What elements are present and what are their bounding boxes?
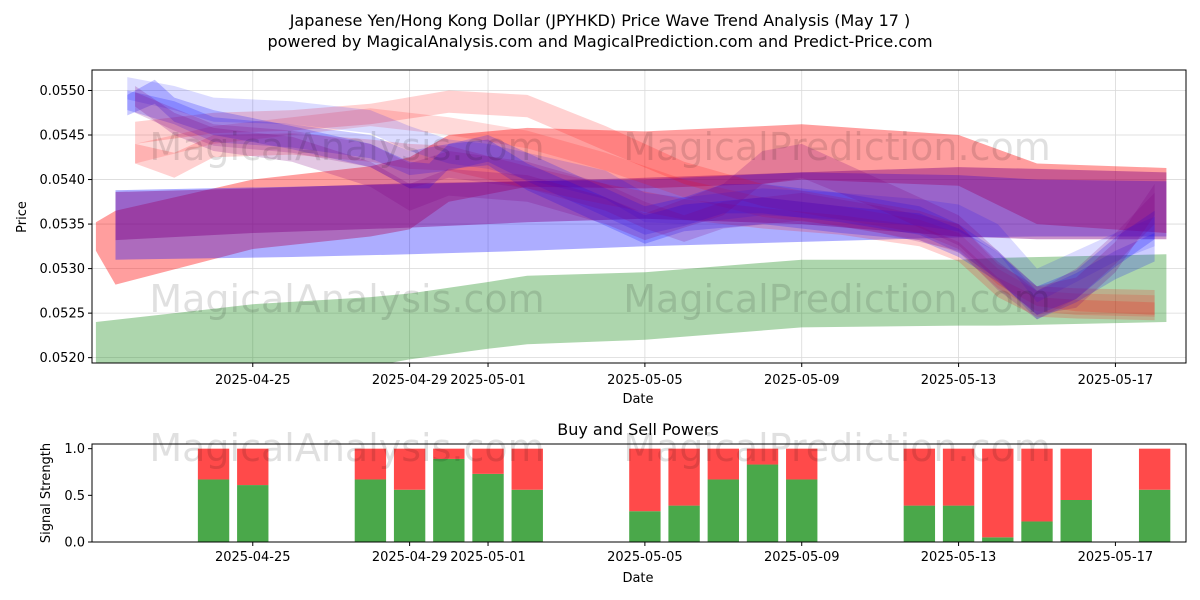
- buy-bar: [903, 505, 936, 542]
- y-tick-label: 0.5: [64, 489, 85, 504]
- buy-bar: [746, 464, 779, 542]
- wave-band-10: [127, 79, 1155, 315]
- buy-bar: [433, 458, 465, 542]
- sell-bar: [197, 448, 230, 480]
- wave-band-11: [135, 92, 1155, 320]
- watermark: MagicalAnalysis.com: [149, 277, 544, 321]
- sell-bar: [354, 448, 387, 480]
- y-tick-label: 0.0520: [40, 351, 86, 366]
- buy-sell-title: Buy and Sell Powers: [557, 420, 719, 439]
- wave-band-8: [127, 77, 1155, 303]
- sell-bar: [982, 448, 1014, 538]
- price-chart-y-axis: 0.0520 0.0525 0.0530 0.0535 0.0540 0.0545 0.05…: [40, 84, 92, 366]
- x-tick-label: 2025-05-05: [607, 373, 683, 388]
- buy-bar: [197, 479, 230, 542]
- x-tick-label: 2025-04-25: [215, 373, 291, 388]
- price-wave-bands: [95, 77, 1167, 363]
- buy-bar: [237, 485, 269, 542]
- buy-sell-ylabel: Signal Strength: [39, 443, 54, 543]
- x-tick-label: 2025-05-01: [450, 373, 526, 388]
- y-tick-label: 0.0550: [40, 84, 86, 99]
- sell-bar: [746, 448, 779, 465]
- buy-bar: [786, 479, 818, 542]
- price-chart-frame: [91, 69, 1187, 364]
- price-chart-x-axis: 2025-04-25 2025-04-29 2025-05-01 2025-05-05…: [215, 363, 1153, 388]
- x-tick-label: 2025-05-09: [764, 550, 840, 565]
- chart-title: Japanese Yen/Hong Kong Dollar (JPYHKD) P…: [289, 11, 911, 30]
- buy-sell-xlabel: Date: [622, 571, 653, 586]
- sell-bar: [1060, 448, 1092, 500]
- x-tick-label: 2025-05-01: [450, 550, 526, 565]
- watermark: MagicalPrediction.com: [623, 125, 1051, 169]
- price-chart-xlabel: Date: [622, 392, 653, 407]
- y-tick-label: 0.0545: [40, 129, 86, 144]
- wave-band-9: [127, 90, 1155, 320]
- buy-sell-chart: Buy and Sell Powers MagicalAnalysis.com …: [39, 420, 1187, 586]
- sell-bar: [942, 448, 975, 506]
- buy-bar: [472, 473, 504, 542]
- wave-band-1: [95, 254, 1167, 363]
- x-tick-label: 2025-05-17: [1078, 373, 1154, 388]
- buy-sell-y-axis: 0.0 0.5 1.0: [64, 442, 92, 551]
- watermark: MagicalAnalysis.com: [149, 125, 544, 169]
- x-tick-label: 2025-05-17: [1078, 550, 1154, 565]
- wave-band-6: [135, 108, 1155, 317]
- sell-bar: [786, 448, 818, 480]
- sell-bar: [629, 448, 661, 512]
- sell-bar: [707, 448, 739, 480]
- sell-bar: [1021, 448, 1053, 522]
- buy-bar: [982, 537, 1014, 542]
- watermark: MagicalPrediction.com: [623, 426, 1051, 470]
- sell-bar: [511, 448, 543, 490]
- buy-sell-bars: [197, 448, 1171, 542]
- buy-sell-x-axis: 2025-04-25 2025-04-29 2025-05-01 2025-05-05…: [215, 542, 1153, 565]
- price-chart-watermarks: MagicalAnalysis.com MagicalPrediction.co…: [149, 125, 1050, 321]
- buy-bar: [354, 479, 387, 542]
- buy-bar: [707, 479, 739, 542]
- sell-bar: [237, 448, 269, 486]
- y-tick-label: 1.0: [64, 442, 85, 457]
- x-tick-label: 2025-04-29: [372, 373, 448, 388]
- buy-bar: [1060, 500, 1092, 542]
- x-tick-label: 2025-05-09: [764, 373, 840, 388]
- buy-bar: [942, 505, 975, 542]
- buy-sell-frame: [91, 443, 1187, 543]
- buy-bar: [1021, 521, 1053, 542]
- sell-bar: [472, 448, 504, 474]
- y-tick-label: 0.0525: [40, 307, 86, 322]
- x-tick-label: 2025-05-05: [607, 550, 683, 565]
- y-tick-label: 0.0: [64, 536, 85, 551]
- x-tick-label: 2025-05-13: [921, 373, 997, 388]
- x-tick-label: 2025-04-29: [372, 550, 448, 565]
- wave-band-3: [115, 172, 1167, 260]
- buy-bar: [511, 489, 543, 542]
- y-tick-label: 0.0535: [40, 218, 86, 233]
- buy-sell-watermarks: MagicalAnalysis.com MagicalPrediction.co…: [149, 426, 1050, 470]
- y-tick-label: 0.0530: [40, 262, 86, 277]
- sell-bar: [433, 448, 465, 459]
- sell-bar: [393, 448, 426, 490]
- y-tick-label: 0.0540: [40, 173, 86, 188]
- sell-bar: [903, 448, 936, 506]
- chart-subtitle: powered by MagicalAnalysis.com and Magic…: [267, 32, 932, 51]
- price-chart-ylabel: Price: [15, 201, 30, 233]
- x-tick-label: 2025-04-25: [215, 550, 291, 565]
- wave-band-4: [115, 167, 1167, 241]
- wave-band-5: [135, 90, 1155, 315]
- buy-bar: [393, 489, 426, 542]
- watermark: MagicalAnalysis.com: [149, 426, 544, 470]
- x-tick-label: 2025-05-13: [921, 550, 997, 565]
- buy-bar: [629, 511, 661, 542]
- sell-bar: [1138, 448, 1171, 490]
- sell-bar: [668, 448, 700, 506]
- price-chart-grid: [92, 70, 1186, 363]
- wave-band-12: [135, 86, 1155, 315]
- watermark: MagicalPrediction.com: [623, 277, 1051, 321]
- buy-bar: [1138, 489, 1171, 542]
- wave-band-7: [135, 133, 1155, 321]
- wave-band-2: [95, 124, 1167, 285]
- buy-bar: [668, 505, 700, 542]
- price-chart: MagicalAnalysis.com MagicalPrediction.co…: [15, 69, 1187, 407]
